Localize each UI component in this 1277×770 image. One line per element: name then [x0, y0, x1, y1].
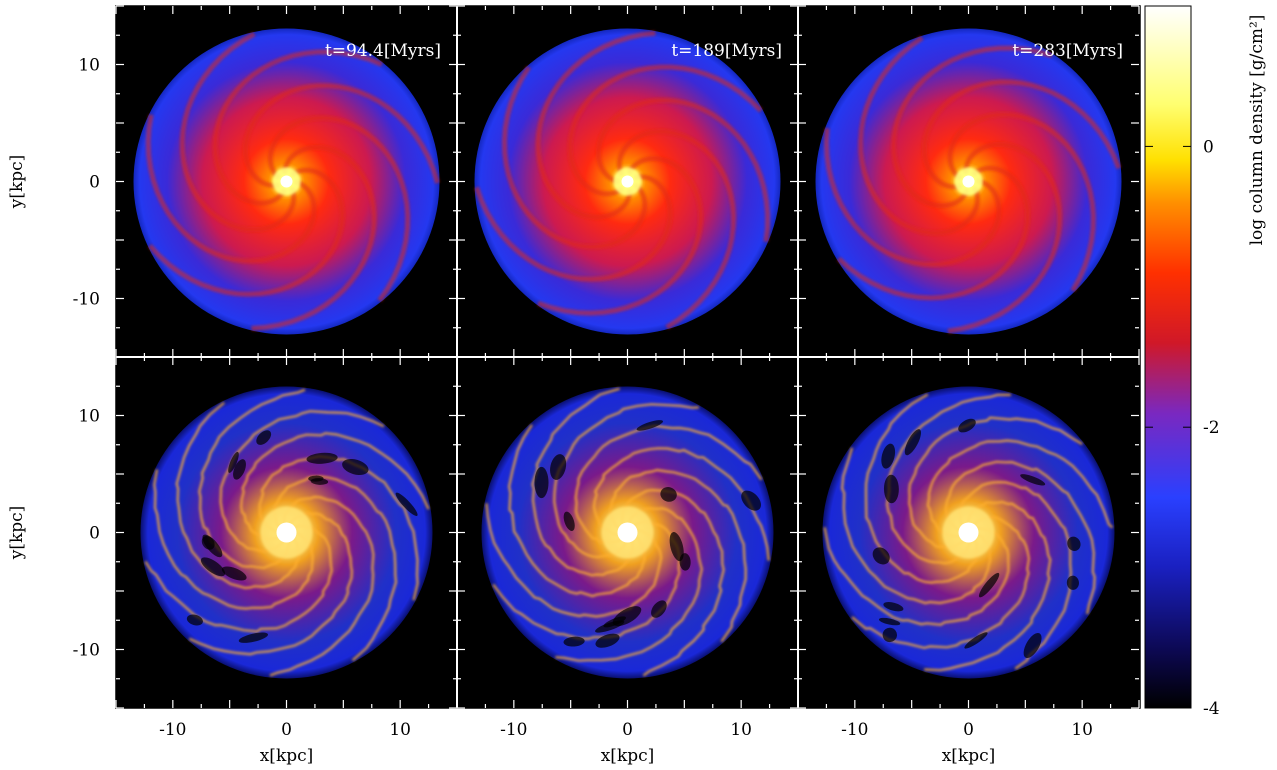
time-label: t=189[Myrs]	[671, 41, 782, 61]
x-tick-label: 0	[281, 720, 292, 740]
y-axis-titles: y[kpc] y[kpc]	[7, 155, 27, 561]
panel-bottom-1	[116, 357, 457, 708]
x-tick-labels: -10 0 10 -10 0 10 -10 0 10	[159, 720, 1093, 740]
panel-bottom-2	[457, 357, 798, 708]
panel-top-1	[116, 6, 457, 357]
x-tick-label: 10	[389, 720, 411, 740]
y-tick-labels: 10 0 -10 10 0 -10	[73, 56, 100, 661]
x-tick-label: 0	[622, 720, 633, 740]
x-tick-label: 10	[1071, 720, 1093, 740]
y-tick-label: 10	[78, 407, 100, 427]
galaxy-disk	[474, 28, 781, 335]
x-tick-label: 0	[963, 720, 974, 740]
colorbar	[1144, 5, 1192, 709]
galaxy-disk	[481, 386, 774, 679]
colorbar-tick-label: -2	[1203, 418, 1220, 438]
x-axis-title: x[kpc]	[942, 746, 996, 766]
colorbar-tick-label: -4	[1203, 699, 1220, 719]
colorbar-label: log column density [g/cm²]	[1247, 15, 1267, 246]
x-tick-label: -10	[500, 720, 527, 740]
y-tick-label: 0	[89, 524, 100, 544]
time-label: t=283[Myrs]	[1012, 41, 1123, 61]
x-axis-title: x[kpc]	[601, 746, 655, 766]
x-tick-label: 10	[730, 720, 752, 740]
x-tick-label: -10	[159, 720, 186, 740]
panel-top-2	[457, 6, 798, 357]
panel-bottom-3	[798, 357, 1139, 708]
galaxy-disk	[133, 28, 440, 335]
panel-top-3	[798, 6, 1139, 357]
galaxy-disk	[140, 386, 433, 679]
y-tick-label: 0	[89, 173, 100, 193]
y-axis-title: y[kpc]	[7, 155, 27, 210]
colorbar-ticks: 0 -2 -4	[1145, 137, 1220, 719]
galaxy-disk	[822, 386, 1115, 679]
y-tick-label: 10	[78, 56, 100, 76]
y-axis-title: y[kpc]	[7, 506, 27, 561]
tick-marks	[115, 5, 1140, 709]
y-tick-label: -10	[73, 290, 100, 310]
time-labels: t=94.4[Myrs] t=189[Myrs] t=283[Myrs]	[325, 41, 1123, 61]
panel-grid	[116, 6, 1139, 708]
time-label: t=94.4[Myrs]	[325, 41, 441, 61]
x-tick-label: -10	[841, 720, 868, 740]
x-axis-title: x[kpc]	[260, 746, 314, 766]
y-tick-label: -10	[73, 641, 100, 661]
galaxy-disk	[815, 28, 1122, 335]
x-axis-titles: x[kpc] x[kpc] x[kpc]	[260, 746, 996, 766]
colorbar-tick-label: 0	[1203, 137, 1214, 157]
